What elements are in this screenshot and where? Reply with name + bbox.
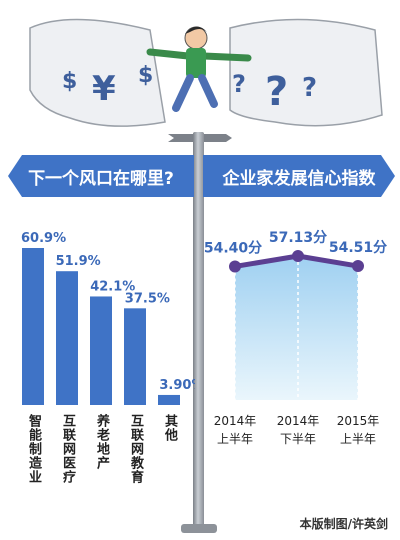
bar-category-label-3: 互联网教育 — [128, 414, 143, 484]
symbol-6: ? — [302, 73, 317, 103]
weathervane-pole — [193, 132, 204, 528]
bar-4 — [158, 394, 180, 405]
area-category-label-1-line-1: 下半年 — [279, 432, 316, 446]
man-leg-left — [172, 74, 194, 112]
bar-category-label-4: 其他 — [162, 414, 177, 442]
symbol-3: $ — [138, 63, 153, 88]
data-point-1 — [292, 250, 304, 262]
bar-value-label-4: 3.90% — [159, 378, 195, 393]
man-leg-right — [198, 74, 218, 108]
data-point-0 — [229, 260, 241, 273]
area-category-label-2-line-1: 上半年 — [339, 432, 376, 446]
bar-value-label-3: 37.5% — [125, 291, 170, 306]
pole-base — [181, 524, 217, 533]
bar-value-label-0: 60.9% — [21, 231, 66, 246]
bar-category-label-2: 养老地产 — [94, 414, 109, 470]
bar-value-label-1: 51.9% — [56, 254, 101, 269]
right-title: 企业家发展信心指数 — [222, 168, 376, 189]
symbol-5: ? — [265, 69, 288, 115]
credit-text: 本版制图/许英剑 — [299, 517, 388, 531]
area-category-label-2: 2015年上半年 — [326, 412, 390, 448]
area-category-label-0: 2014年上半年 — [203, 412, 267, 448]
bar-0 — [22, 248, 44, 405]
left-title: 下一个风口在哪里? — [28, 168, 174, 189]
area-fill — [235, 256, 358, 400]
area-category-label-1-line-0: 2014年 — [276, 414, 320, 428]
bar-category-label-0: 智能制造业 — [26, 414, 41, 484]
man-arm-left — [146, 48, 192, 60]
bar-value-label-2: 42.1% — [90, 279, 135, 294]
symbol-4: ? — [232, 70, 246, 98]
bar-chart: 60.9% 51.9% 42.1%37.5% 3.90% — [21, 231, 195, 405]
paper-sheet-left — [29, 18, 166, 127]
data-label-1: 57.13分 — [269, 230, 327, 246]
data-label-2: 54.51分 — [329, 240, 387, 256]
right-title-banner: 企业家发展信心指数 — [203, 155, 395, 197]
man-shirt — [186, 48, 206, 78]
bar-2 — [90, 296, 112, 405]
bar-3 — [124, 308, 146, 405]
paper-sheet-right — [229, 18, 383, 127]
data-label-0: 54.40分 — [204, 240, 262, 256]
area-category-label-0-line-1: 上半年 — [216, 432, 253, 446]
bar-category-label-1: 互联网医疗 — [60, 414, 75, 484]
area-category-label-1: 2014年下半年 — [266, 412, 330, 448]
symbol-1: $ — [62, 69, 77, 94]
man-hair — [185, 26, 207, 34]
top-illustration: $ ¥ $ ? ? ? — [29, 18, 383, 142]
area-category-label-0-line-0: 2014年 — [213, 414, 257, 428]
data-point-2 — [352, 260, 364, 273]
area-category-label-2-line-0: 2015年 — [336, 414, 380, 428]
man-figure — [146, 26, 252, 112]
bar-1 — [56, 271, 78, 405]
man-arm-right — [200, 52, 252, 62]
symbol-2: ¥ — [92, 69, 116, 109]
left-title-banner: 下一个风口在哪里? — [8, 155, 194, 197]
